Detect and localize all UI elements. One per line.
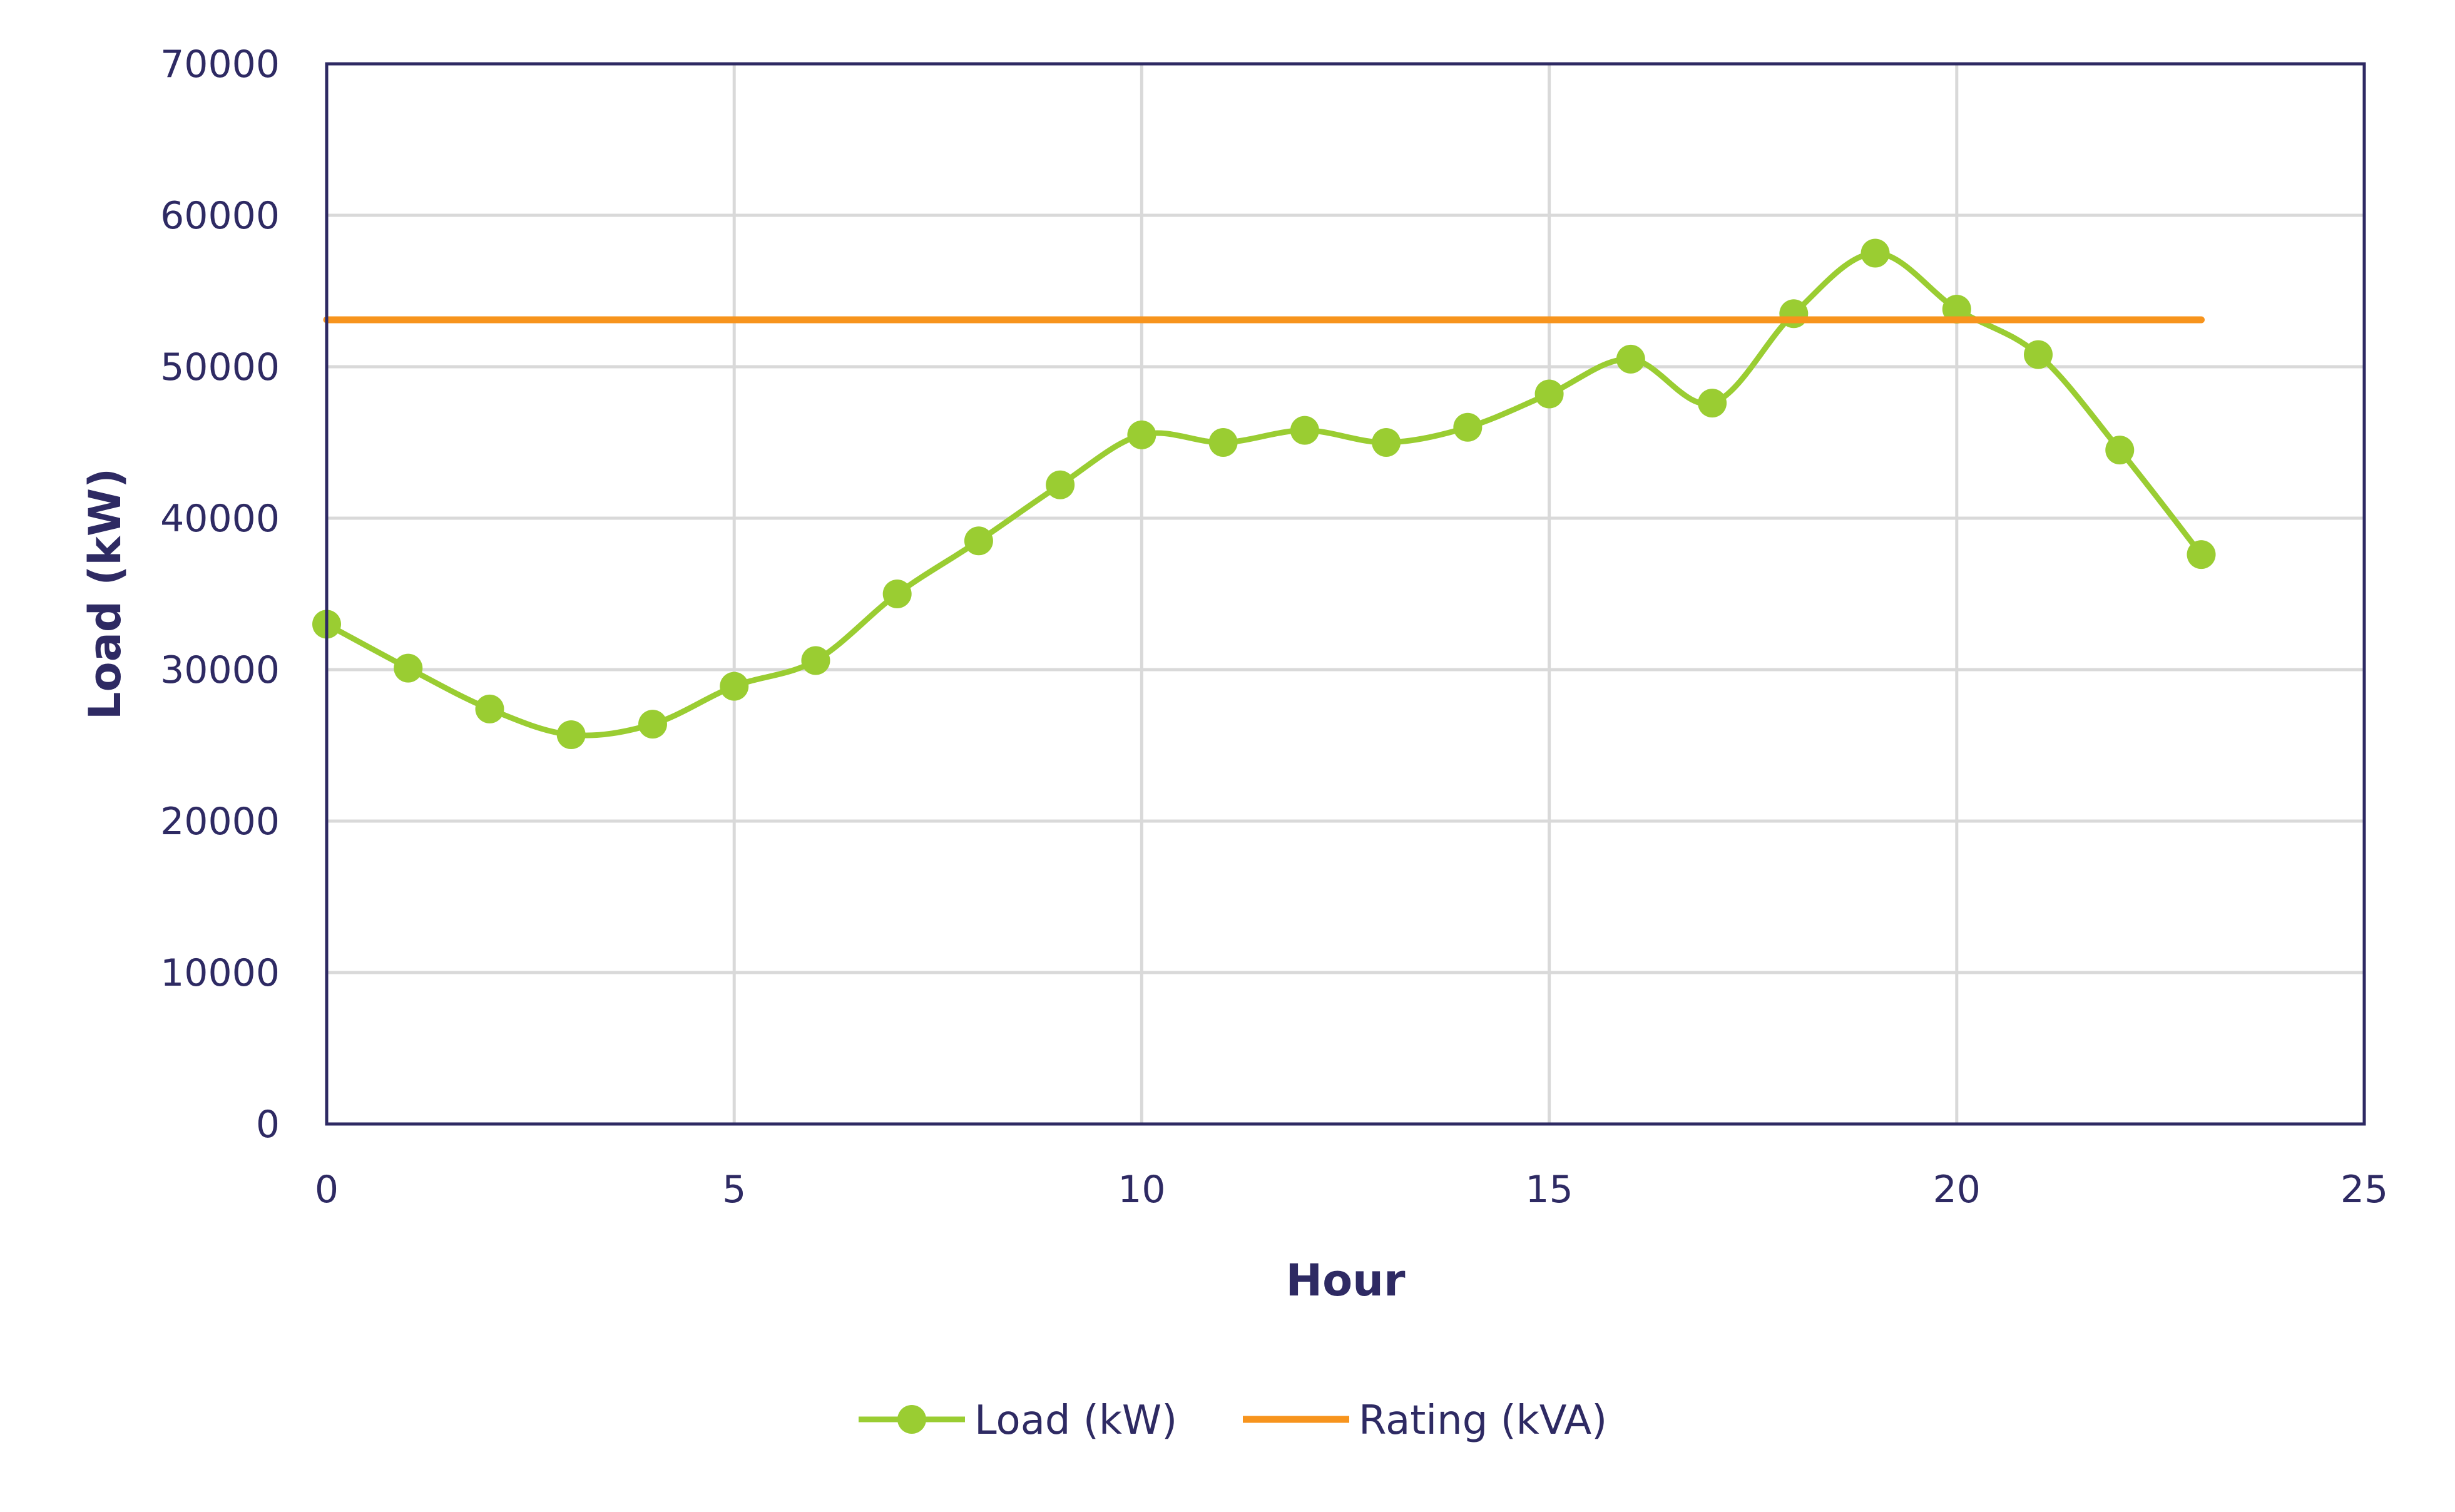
y-tick-label-2: 20000 xyxy=(160,800,280,844)
x-tick-label-4: 20 xyxy=(1933,1168,1981,1212)
grid-lines xyxy=(325,62,2366,1126)
x-tick-label-1: 5 xyxy=(722,1168,746,1212)
series-0-point-7 xyxy=(882,580,912,608)
x-tick-label-2: 10 xyxy=(1118,1168,1165,1212)
x-tick-label-5: 25 xyxy=(2340,1168,2388,1212)
legend-swatch-marker-0 xyxy=(897,1405,926,1434)
series-0-point-10 xyxy=(1127,420,1156,449)
series-0-point-3 xyxy=(556,720,586,750)
series-0-point-1 xyxy=(394,653,423,683)
series-0-point-4 xyxy=(638,710,667,739)
y-tick-label-4: 40000 xyxy=(160,497,280,541)
legend-label-0: Load (kW) xyxy=(974,1397,1177,1444)
y-tick-label-3: 30000 xyxy=(160,648,280,692)
legend: Load (kW) Rating (kVA) xyxy=(859,1397,1607,1444)
series-0-point-14 xyxy=(1453,412,1483,442)
x-tick-label-0: 0 xyxy=(315,1168,339,1212)
y-tick-label-7: 70000 xyxy=(160,43,280,86)
series-0-point-12 xyxy=(1290,416,1319,445)
y-tick-label-1: 10000 xyxy=(160,951,280,995)
series-0-point-15 xyxy=(1534,379,1564,409)
series-0-point-22 xyxy=(2105,436,2135,465)
series-line-0 xyxy=(324,250,2205,738)
series-0-point-2 xyxy=(475,694,504,723)
y-tick-label-0: 0 xyxy=(256,1103,280,1147)
plot-frame xyxy=(325,62,2366,1126)
tick-labels: 0 5 10 15 20 25 0 10000 20000 30000 40000 50000 6000… xyxy=(160,43,2388,1212)
series-0-point-8 xyxy=(964,526,993,556)
series-0-point-21 xyxy=(2024,340,2053,369)
series-0-point-19 xyxy=(1860,238,1890,268)
series-layer xyxy=(312,238,2216,750)
series-0-point-9 xyxy=(1046,470,1075,499)
y-tick-label-5: 50000 xyxy=(160,345,280,389)
y-axis-title: Load (kW) xyxy=(79,468,131,720)
series-0-point-16 xyxy=(1616,344,1645,374)
series-0-point-11 xyxy=(1208,428,1238,457)
y-tick-label-6: 60000 xyxy=(160,194,280,238)
legend-label-1: Rating (kVA) xyxy=(1359,1397,1607,1444)
x-tick-label-3: 15 xyxy=(1525,1168,1573,1212)
series-0-point-18 xyxy=(1779,299,1809,329)
series-0-point-5 xyxy=(720,672,749,701)
x-axis-title: Hour xyxy=(1285,1255,1406,1306)
series-0-point-17 xyxy=(1698,389,1727,418)
series-0-point-6 xyxy=(801,646,830,675)
series-0-point-23 xyxy=(2187,540,2216,570)
series-0-point-13 xyxy=(1372,428,1401,457)
